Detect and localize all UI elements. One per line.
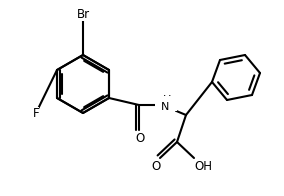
Text: OH: OH bbox=[194, 160, 212, 172]
Text: F: F bbox=[33, 106, 39, 120]
Text: N: N bbox=[161, 102, 169, 112]
Text: Br: Br bbox=[76, 7, 89, 21]
Text: H
N: H N bbox=[165, 91, 173, 113]
Text: O: O bbox=[135, 132, 145, 144]
Text: H: H bbox=[163, 95, 171, 105]
Text: O: O bbox=[151, 160, 161, 172]
